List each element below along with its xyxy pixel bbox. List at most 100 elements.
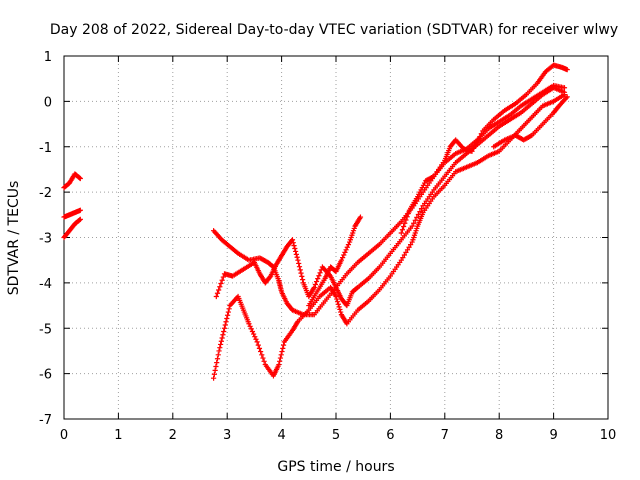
data-point <box>77 216 83 222</box>
x-axis-label: GPS time / hours <box>277 459 394 475</box>
data-point <box>478 131 484 137</box>
data-point <box>561 91 568 98</box>
series-track-1 <box>61 171 83 191</box>
data-point <box>472 142 478 149</box>
series-track-5 <box>213 85 568 309</box>
data-point <box>260 355 266 361</box>
data-point <box>344 244 350 250</box>
data-point <box>216 348 222 354</box>
x-tick-label: 10 <box>600 428 617 443</box>
data-point <box>292 248 299 255</box>
data-point <box>224 312 231 318</box>
data-point <box>224 315 230 322</box>
data-point <box>335 301 341 307</box>
x-tick-label: 8 <box>495 428 503 443</box>
y-tick-label: -7 <box>39 413 52 428</box>
data-point <box>417 208 423 215</box>
data-point <box>399 227 406 233</box>
data-point <box>255 342 261 348</box>
x-tick-label: 2 <box>169 428 177 443</box>
y-tick-label: -2 <box>39 186 52 201</box>
data-point <box>252 334 258 340</box>
x-tick-label: 4 <box>277 428 285 443</box>
series-track-9 <box>491 94 570 150</box>
y-tick-label: 0 <box>44 95 52 110</box>
data-point <box>211 375 217 381</box>
data-point <box>294 254 300 260</box>
data-point <box>338 309 344 315</box>
data-point <box>279 348 285 355</box>
data-point <box>474 139 480 146</box>
data-point <box>216 287 222 293</box>
data-point <box>214 290 221 296</box>
data-point <box>357 214 364 220</box>
data-point <box>213 293 219 300</box>
data-point <box>258 348 264 355</box>
data-point <box>298 270 304 276</box>
chart-title: Day 208 of 2022, Sidereal Day-to-day VTE… <box>50 22 618 38</box>
series-track-3 <box>61 216 83 241</box>
data-point <box>77 175 83 182</box>
data-point <box>291 243 297 249</box>
data-point <box>214 356 221 362</box>
data-point <box>221 328 227 335</box>
data-point <box>334 296 340 302</box>
data-point <box>76 175 83 181</box>
data-point <box>76 217 83 223</box>
data-point <box>412 217 418 223</box>
data-point <box>293 251 299 257</box>
data-point <box>221 325 228 331</box>
data-point <box>299 277 306 283</box>
data-point <box>477 134 483 140</box>
data-point <box>226 306 232 312</box>
y-axis-label: SDTVAR / TECUs <box>6 181 22 296</box>
data-point <box>414 214 420 221</box>
data-point <box>475 137 481 143</box>
data-point <box>404 214 410 220</box>
data-point <box>249 328 256 335</box>
data-point <box>295 257 301 263</box>
mark-layer <box>61 62 570 381</box>
data-point <box>251 331 257 337</box>
data-point <box>296 264 303 270</box>
x-tick-label: 1 <box>114 428 122 443</box>
y-tick-label: -6 <box>39 368 52 383</box>
data-point <box>289 237 296 243</box>
series-track-8 <box>398 62 570 236</box>
series-track-6 <box>211 91 568 381</box>
data-point <box>411 220 417 226</box>
data-point <box>313 278 320 285</box>
data-point <box>341 252 347 258</box>
data-point <box>469 148 475 154</box>
data-point <box>214 360 220 366</box>
data-point <box>315 276 321 282</box>
data-point <box>337 306 343 313</box>
data-point <box>217 284 223 290</box>
data-point <box>409 223 415 229</box>
data-point <box>278 352 284 358</box>
data-point <box>213 363 219 370</box>
x-tick-label: 7 <box>441 428 449 443</box>
data-point <box>316 273 322 279</box>
data-point <box>256 345 263 351</box>
data-point <box>403 217 409 223</box>
x-tick-label: 6 <box>386 428 394 443</box>
data-point <box>215 352 221 358</box>
y-tick-label: -4 <box>39 277 52 292</box>
x-tick-label: 3 <box>223 428 231 443</box>
data-point <box>225 309 231 315</box>
data-point <box>561 85 568 91</box>
data-point <box>334 299 341 305</box>
data-point <box>292 245 298 252</box>
data-point <box>254 339 260 345</box>
data-point <box>218 338 224 344</box>
data-point <box>343 247 349 253</box>
data-point <box>276 361 282 368</box>
data-point <box>211 371 217 377</box>
data-point <box>401 223 407 230</box>
data-point <box>217 345 223 351</box>
y-tick-label: 1 <box>44 50 52 65</box>
data-point <box>564 67 570 73</box>
